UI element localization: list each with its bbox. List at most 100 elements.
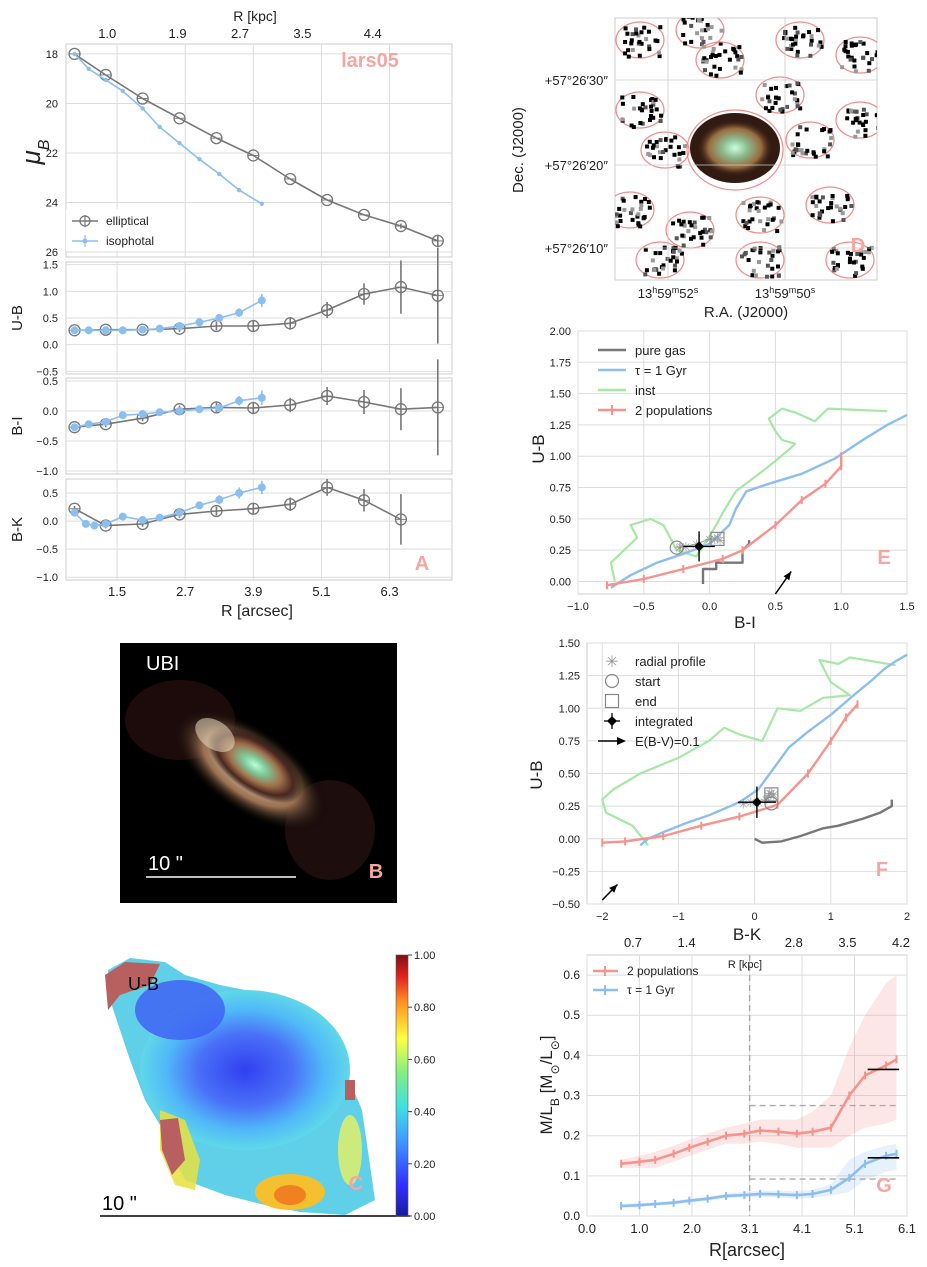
panel-f-radial-point-0: ✳ [738,797,749,812]
panel-e-color-color-bi: −1.0 −0.5 0.0 0.5 1.0 1.5 0.00 0.25 0.50 0.75 1.00… [550,326,915,613]
panel-a-sub1-ytick-1: 0.0 [43,340,58,352]
panel-f-ytick-7: 1.25 [559,671,580,683]
panel-d-noise-pixel [830,194,835,198]
panel-d-noise-pixel [799,148,804,153]
panel-f-xtick-4: 2 [904,911,910,923]
panel-d-noise-pixel [690,18,695,20]
panel-d-noise-pixel [866,250,871,255]
panel-a-sub1-ytick-4: 1.5 [43,260,58,272]
panel-d-noise-pixel [652,155,656,160]
panel-a-sub2-isophotal-point-5 [155,408,164,417]
panel-d-noise-pixel [651,115,656,120]
panel-d-noise-pixel [762,83,767,88]
panel-d-noise-pixel [630,48,635,52]
panel-d-noise-contour-5 [640,131,690,169]
panel-d-noise-cluster-13 [835,101,877,139]
panel-d-noise-pixel [853,109,858,114]
panel-d-noise-pixel [801,33,806,38]
panel-e-ytick-6: 1.50 [550,389,571,401]
panel-d-noise-pixel [648,118,652,122]
panel-d-noise-pixel [623,51,628,56]
legend-g-2pop-label: 2 populations [627,964,698,978]
panel-d-noise-pixel [764,106,768,111]
panel-d-noise-pixel [810,200,815,205]
panel-d-noise-pixel [641,215,646,220]
panel-d-noise-pixel [807,30,812,35]
panel-d-noise-pixel [874,113,877,118]
panel-f-end-marker [764,787,779,802]
panel-d-noise-pixel [679,222,684,227]
legend-e-2pop-label: 2 populations [635,403,713,418]
panel-d-noise-pixel [785,104,790,109]
panel-c-color-map: U-B 10 " C 1.00 0.80 0.60 0.40 0.20 0.00 [100,950,435,1223]
panel-d-noise-pixel [754,206,759,211]
panel-d-noise-pixel [774,85,778,90]
panel-d-noise-contour-16 [735,241,785,279]
panel-d-noise-pixel [804,151,808,156]
panel-g-xtick-4: 4.1 [793,1221,811,1236]
panel-c-map-red-1 [105,962,160,1010]
panel-d-noise-pixel [851,109,856,114]
legend-f-start-label: start [635,674,661,689]
panel-g-ytick-1: 0.1 [563,1169,580,1183]
panel-d-noise-pixel [740,254,744,259]
panel-d-noise-pixel [700,28,705,33]
panel-d-noise-pixel [760,97,765,102]
panel-d-xtick-0: 13h59m52s [638,285,699,301]
panel-d-noise-pixel [620,101,625,106]
panel-d-noise-pixel [657,271,662,276]
panel-g-mass-to-light: 0.0 1.0 2.0 3.1 4.1 5.1 6.1 0.0 0.1 0.2 0.3 0.4 0.5 0… [563,935,916,1236]
panel-d-noise-contour-12 [695,41,745,79]
panel-a-sub2-ytick-2: 0.0 [43,406,58,418]
panel-d-noise-contour-4 [615,91,665,129]
panel-d-noise-pixel [664,137,669,141]
panel-c-cbar-ticklabel-1: 0.80 [414,1002,435,1014]
panel-d-noise-pixel [846,54,851,59]
panel-d-noise-pixel [858,40,863,45]
panel-d-noise-pixel [692,220,697,225]
legend-f-start-marker [604,673,620,689]
panel-d-noise-pixel [668,258,673,263]
panel-d-noise-pixel [638,121,643,125]
panel-d-noise-pixel [779,219,784,224]
panel-d-xlabel: R.A. (J2000) [704,304,788,321]
panel-d-noise-pixel [648,153,653,158]
panel-d-noise-pixel [643,105,648,110]
panel-d-noise-pixel [636,212,641,217]
panel-d-noise-pixel [793,25,798,30]
panel-f-xtick-3: 1 [828,911,834,923]
panel-d-noise-pixel [794,34,799,39]
panel-g-ytick-2: 0.2 [563,1129,580,1143]
panel-a-sub0-isophotal-point-4 [140,106,145,111]
panel-d-noise-pixel [672,268,677,273]
panel-d-noise-pixel [671,249,676,254]
legend-f-end-label: end [635,694,657,709]
panel-a-xtick-3: 5.1 [312,584,330,599]
panel-d-noise-pixel [835,251,840,256]
panel-d-noise-pixel [778,107,783,112]
panel-d-noise-pixel [765,263,770,268]
panel-a-sub2-frame [65,377,453,475]
panel-d-noise-pixel [743,224,748,229]
panel-a-sub2-isophotal-point-10 [257,393,266,402]
panel-a-sub0-isophotal-point-8 [217,171,222,177]
panel-d-noise-pixel [878,58,882,62]
panel-d-noise-pixel [676,145,681,150]
panel-d-noise-pixel [795,81,800,86]
panel-c-cbar-ticklabel-0: 1.00 [414,950,435,962]
panel-d-noise-pixel [699,235,704,240]
panel-d-noise-pixel [876,62,877,67]
legend-f-integrated-marker [607,716,617,726]
panel-e-tau1-line [610,413,908,589]
panel-d-noise-pixel [845,193,850,198]
panel-a-sub3-frame [65,478,453,581]
panel-d-noise-pixel [842,47,847,52]
panel-a-sub1-isophotal-point-5 [155,324,164,333]
panel-b-rgb-image: UBI 10 " B [120,643,397,903]
panel-d-noise-pixel [661,266,666,271]
panel-d-noise-pixel [675,259,679,264]
panel-d-noise-pixel [640,102,645,107]
panel-d-noise-pixel [708,235,713,240]
panel-d-noise-pixel [867,246,872,251]
panel-d-noise-pixel [793,41,798,46]
